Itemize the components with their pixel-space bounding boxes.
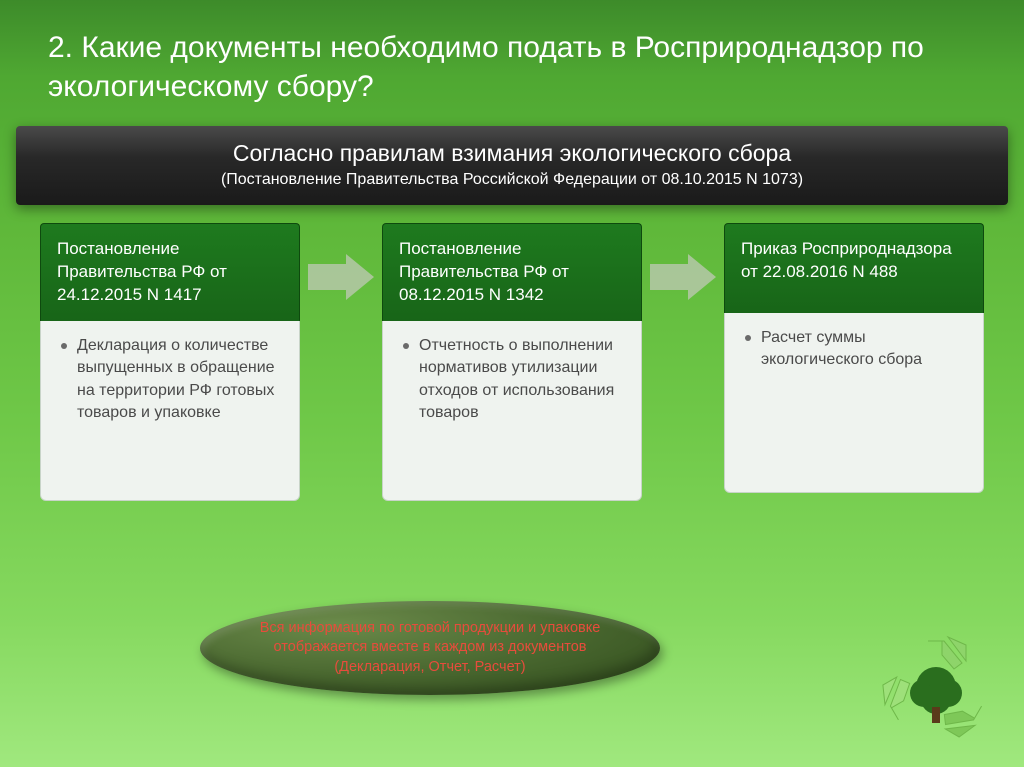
footnote-text: Вся информация по готовой продукции и уп… — [242, 619, 618, 678]
doc-bullet-text: Декларация о количестве выпущенных в обр… — [77, 335, 281, 425]
bullet-dot-icon — [745, 335, 751, 341]
doc-node-1: Постановление Правительства РФ от 24.12.… — [40, 223, 300, 501]
footnote-ellipse: Вся информация по готовой продукции и уп… — [200, 601, 660, 695]
doc-header: Приказ Росприроднадзора от 22.08.2016 N … — [724, 223, 984, 313]
doc-bullet: Отчетность о выполнении нормативов утили… — [403, 335, 623, 425]
slide-title: 2. Какие документы необходимо подать в Р… — [0, 0, 1024, 126]
bullet-dot-icon — [403, 343, 409, 349]
rules-sub-text: (Постановление Правительства Российской … — [40, 171, 984, 189]
doc-header: Постановление Правительства РФ от 08.12.… — [382, 223, 642, 321]
rules-banner: Согласно правилам взимания экологическог… — [16, 126, 1008, 205]
doc-body: Отчетность о выполнении нормативов утили… — [382, 321, 642, 501]
doc-body: Декларация о количестве выпущенных в обр… — [40, 321, 300, 501]
arrow-icon — [300, 247, 382, 307]
doc-node-2: Постановление Правительства РФ от 08.12.… — [382, 223, 642, 501]
doc-bullet: Расчет суммы экологического сбора — [745, 327, 965, 372]
doc-header: Постановление Правительства РФ от 24.12.… — [40, 223, 300, 321]
rules-main-text: Согласно правилам взимания экологическог… — [40, 140, 984, 167]
documents-flow: Постановление Правительства РФ от 24.12.… — [0, 205, 1024, 501]
doc-bullet-text: Расчет суммы экологического сбора — [761, 327, 965, 372]
doc-body: Расчет суммы экологического сбора — [724, 313, 984, 493]
recycle-tree-icon — [866, 629, 1006, 749]
doc-bullet-text: Отчетность о выполнении нормативов утили… — [419, 335, 623, 425]
doc-node-3: Приказ Росприроднадзора от 22.08.2016 N … — [724, 223, 984, 493]
doc-bullet: Декларация о количестве выпущенных в обр… — [61, 335, 281, 425]
bullet-dot-icon — [61, 343, 67, 349]
arrow-icon — [642, 247, 724, 307]
